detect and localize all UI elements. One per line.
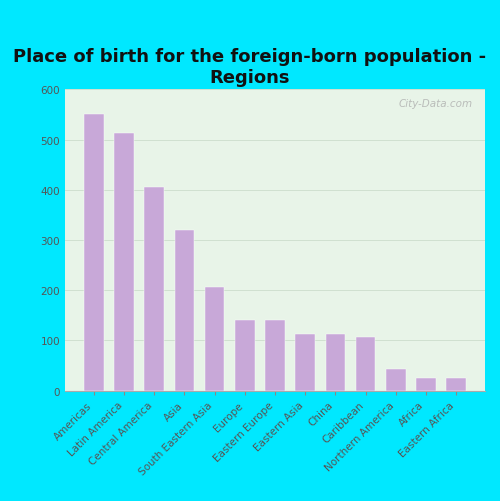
Bar — [326, 335, 345, 391]
Bar — [84, 115, 103, 391]
Bar — [296, 335, 315, 391]
Bar — [265, 321, 285, 391]
Text: City-Data.com: City-Data.com — [398, 99, 472, 109]
Bar — [235, 321, 255, 391]
Bar — [114, 134, 134, 391]
Bar — [205, 287, 225, 391]
Bar — [386, 370, 406, 391]
Text: Place of birth for the foreign-born population -
Regions: Place of birth for the foreign-born popu… — [14, 48, 486, 87]
Bar — [144, 188, 164, 391]
Bar — [356, 337, 376, 391]
Bar — [446, 378, 466, 391]
Bar — [174, 230, 195, 391]
Bar — [416, 378, 436, 391]
